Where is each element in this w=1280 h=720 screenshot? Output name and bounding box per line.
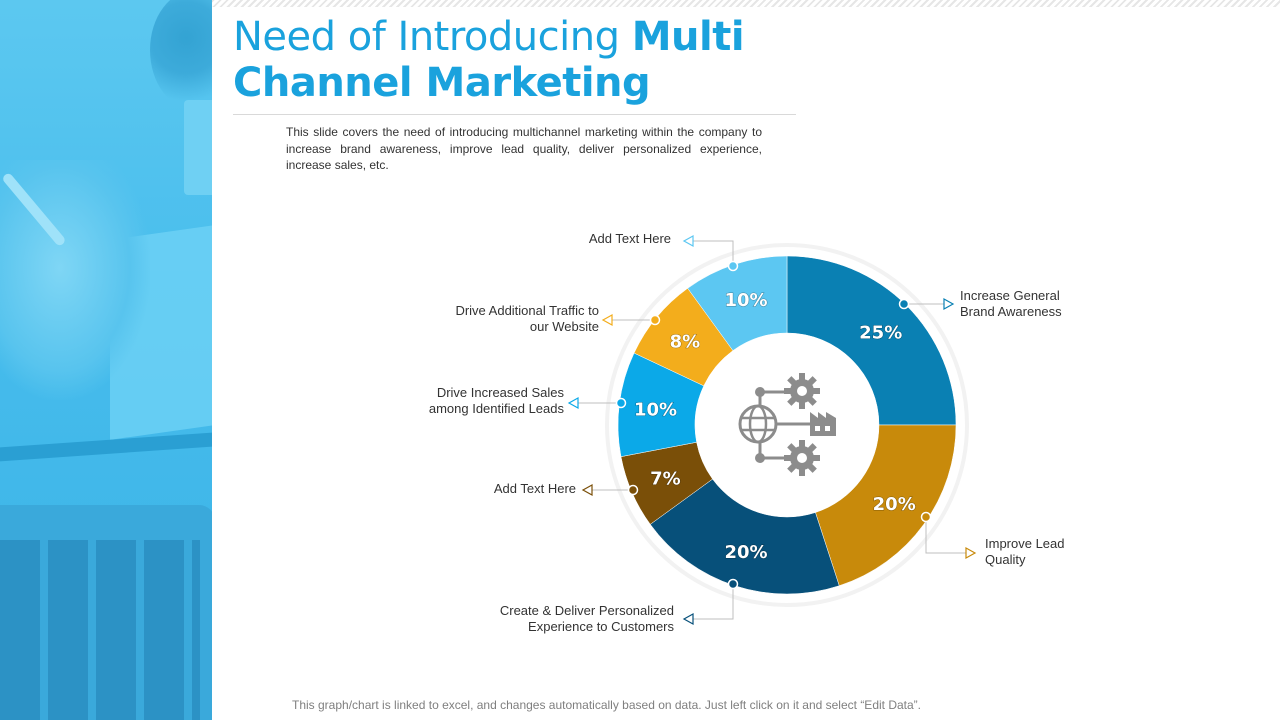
slide-description: This slide covers the need of introducin… <box>286 125 762 172</box>
callout-dot <box>649 314 661 326</box>
callout-label: Add Text Here <box>494 481 576 497</box>
callout-connector <box>693 584 734 620</box>
callout-label: Create & Deliver Personalized Experience … <box>500 603 674 635</box>
callout-label-line: Drive Increased Sales <box>436 385 564 400</box>
callout-arrow-icon <box>567 396 579 410</box>
callout-label: Drive Increased Sales among Identified Le… <box>429 385 564 417</box>
callout-label-line: Increase General <box>960 288 1060 303</box>
callout-dot <box>920 511 932 523</box>
globe-network-gears-icon <box>738 373 836 476</box>
title-divider <box>233 114 796 115</box>
callout-label-line: among Identified Leads <box>428 401 564 416</box>
callout-arrow-icon <box>965 546 977 560</box>
title-light-text: Need of Introducing <box>233 14 620 60</box>
slice-percent-label: 10% <box>725 290 768 311</box>
callout-dot <box>615 397 627 409</box>
callout-arrow-icon <box>601 313 613 327</box>
slice-percent-label: 7% <box>650 469 681 490</box>
callout-label-line: Add Text Here <box>493 481 576 496</box>
callout-label: Drive Additional Traffic to our Website <box>455 303 599 335</box>
donut-slice[interactable] <box>786 255 957 426</box>
slice-percent-label: 20% <box>873 494 916 515</box>
keyboard-image <box>0 540 200 720</box>
callout-connector <box>925 517 966 554</box>
slice-percent-label: 25% <box>859 322 902 343</box>
chart-footnote: This graph/chart is linked to excel, and… <box>292 698 921 712</box>
callout-label: Increase General Brand Awareness <box>960 288 1062 320</box>
callout-dot <box>727 260 739 272</box>
callout-label: Improve Lead Quality <box>985 536 1065 568</box>
slice-percent-label: 8% <box>670 332 701 353</box>
callout-label-line: Experience to Customers <box>528 619 674 634</box>
callout-dot <box>898 298 910 310</box>
callout-label-line: Drive Additional Traffic to <box>455 303 599 318</box>
top-decorative-stripe <box>212 0 1280 7</box>
callout-arrow-icon <box>943 297 955 311</box>
plant-pot-image <box>184 100 212 195</box>
callout-dot <box>627 484 639 496</box>
donut-slice[interactable] <box>687 255 788 351</box>
callout-label-line: Improve Lead <box>985 536 1065 551</box>
callout-label: Add Text Here <box>589 231 671 247</box>
slide-title: Need of Introducing Multi Channel Market… <box>233 14 833 106</box>
donut-slice[interactable] <box>815 424 957 587</box>
callout-label-line: our Website <box>529 319 599 334</box>
background-photo-panel <box>0 0 212 720</box>
callout-label-line: Create & Deliver Personalized <box>499 603 674 618</box>
donut-slice[interactable] <box>649 478 840 595</box>
callout-label-line: Quality <box>985 552 1026 567</box>
title-bold-text-1: Multi <box>631 14 745 60</box>
title-bold-text-2: Channel Marketing <box>233 60 651 106</box>
callout-arrow-icon <box>682 612 694 626</box>
callout-label-line: Add Text Here <box>588 231 671 246</box>
callout-arrow-icon <box>581 483 593 497</box>
callout-dot <box>727 578 739 590</box>
slice-percent-label: 20% <box>725 542 768 563</box>
callout-label-line: Brand Awareness <box>960 304 1062 319</box>
callout-arrow-icon <box>682 234 694 248</box>
slice-percent-label: 10% <box>634 399 677 420</box>
callout-connector <box>693 240 734 266</box>
